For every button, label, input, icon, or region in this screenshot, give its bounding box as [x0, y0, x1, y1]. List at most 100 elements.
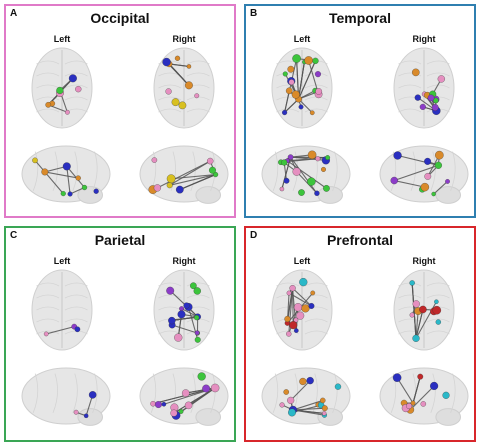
region-node [289, 285, 296, 292]
gyrus-line [426, 330, 450, 335]
region-node [81, 184, 88, 191]
region-node [179, 306, 184, 312]
right-hemisphere-label: Right [412, 34, 436, 44]
region-node [74, 326, 81, 333]
region-node [287, 154, 294, 160]
sulcus-line [170, 151, 176, 191]
panel-title: Parietal [94, 232, 146, 248]
connection-edge [169, 174, 216, 186]
connection-edge [169, 160, 211, 186]
region-node [154, 401, 162, 409]
region-node [409, 312, 415, 318]
panel-parietal: C Parietal Left Right [4, 226, 236, 442]
gyrus-line [158, 96, 182, 101]
gyrus-line [426, 60, 450, 65]
region-node [88, 391, 97, 399]
region-node [197, 372, 206, 381]
region-node [308, 303, 315, 309]
region-node [60, 191, 66, 197]
region-node [435, 150, 444, 160]
region-node [283, 177, 290, 184]
region-node [390, 176, 398, 185]
gyrus-line [398, 72, 422, 77]
region-node [424, 157, 432, 165]
connection-edge [171, 316, 198, 322]
sulcus-line [32, 373, 39, 413]
region-node [73, 409, 79, 415]
connection-edge [396, 377, 414, 404]
region-node [431, 104, 439, 111]
gyrus-line [36, 84, 60, 89]
region-node [310, 290, 316, 296]
connection-edge [415, 309, 424, 339]
region-node [427, 94, 435, 102]
gyrus-line [36, 294, 60, 299]
gyrus-line [398, 108, 422, 113]
brain-network-figure [261, 47, 469, 204]
gyrus-line [304, 108, 328, 113]
gyrus-line [64, 60, 88, 65]
region-node [161, 401, 167, 407]
connection-edge [412, 376, 421, 404]
sulcus-line [450, 373, 456, 413]
gyrus-line [276, 330, 300, 335]
region-node [430, 381, 439, 391]
region-node [178, 409, 184, 414]
region-node [320, 397, 326, 404]
gyrus-line [304, 330, 328, 335]
region-node [288, 408, 296, 417]
sulcus-line [272, 151, 279, 191]
gyrus-line [64, 306, 88, 311]
connection-edge [34, 160, 64, 194]
gyrus-line [36, 318, 60, 323]
gyrus-line [426, 72, 450, 77]
connection-edge [409, 385, 435, 411]
sulcus-line [72, 373, 78, 413]
region-node [279, 186, 285, 192]
region-node [321, 166, 326, 172]
cerebellum [317, 186, 344, 204]
region-node [166, 182, 173, 189]
connection-edge [171, 174, 216, 180]
region-node [43, 331, 49, 337]
gyrus-line [304, 294, 328, 299]
cerebellum [435, 186, 462, 204]
gyrus-line [426, 318, 450, 323]
region-node [93, 188, 99, 194]
gyrus-line [186, 60, 210, 65]
region-node [307, 150, 317, 160]
region-node [194, 336, 201, 343]
panel-letter: D [250, 230, 258, 241]
region-node [186, 64, 192, 69]
gyrus-line [36, 306, 60, 311]
sulcus-line [450, 151, 456, 191]
gyrus-line [426, 282, 450, 287]
region-node [282, 71, 288, 77]
sulcus-line [52, 373, 58, 413]
gyrus-line [158, 282, 182, 287]
gyrus-line [158, 294, 182, 299]
gyrus-line [186, 282, 210, 287]
sulcus-line [92, 151, 98, 191]
region-node [56, 86, 64, 95]
region-node [67, 191, 73, 197]
region-node [301, 304, 310, 313]
region-node [75, 175, 81, 181]
region-node [393, 151, 402, 160]
sulcus-line [32, 151, 39, 191]
region-node [334, 383, 342, 390]
region-node [315, 156, 321, 162]
region-node [392, 373, 402, 382]
gyrus-line [64, 294, 88, 299]
region-node [314, 190, 320, 196]
region-node [442, 391, 450, 399]
region-node [322, 411, 327, 416]
left-hemisphere-label: Left [293, 256, 311, 266]
gyrus-line [158, 84, 182, 89]
gyrus-line [398, 318, 422, 323]
region-node [174, 333, 183, 342]
region-node [406, 403, 413, 410]
connection-edge [185, 387, 216, 394]
region-node [291, 90, 300, 99]
sulcus-line [332, 373, 338, 413]
